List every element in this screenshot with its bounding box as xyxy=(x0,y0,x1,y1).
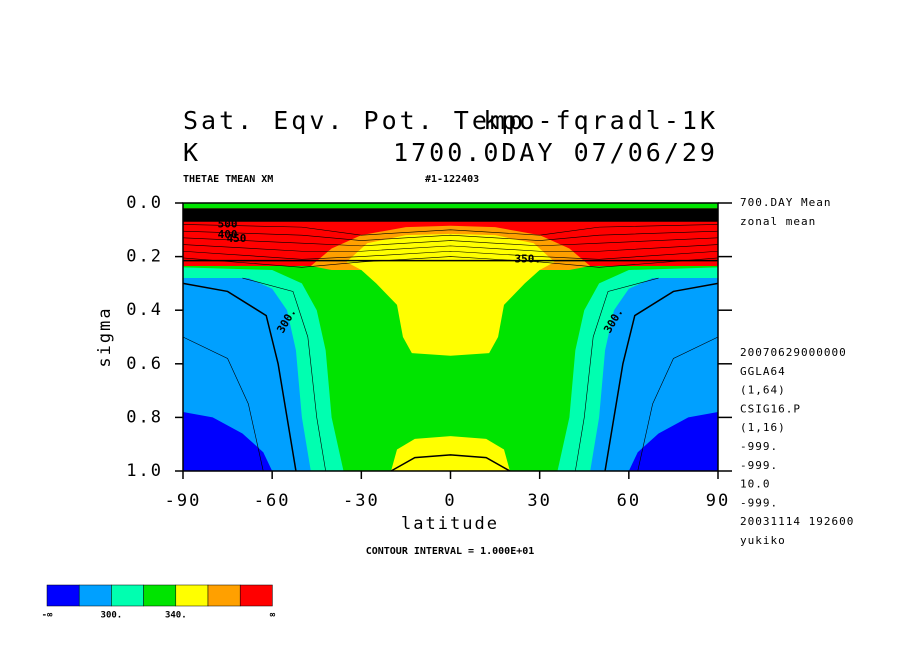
contour-interval: CONTOUR INTERVAL = 1.000E+01 xyxy=(366,546,535,557)
contour-line xyxy=(575,277,659,472)
contour-region xyxy=(183,412,273,471)
x-tick-label: 30 xyxy=(527,491,551,511)
contour-line xyxy=(182,244,719,252)
contour-line xyxy=(182,282,297,472)
side-text: (1,64) xyxy=(740,384,786,397)
contour-line xyxy=(242,277,326,472)
side-text: yukiko xyxy=(740,534,786,547)
side-text: -999. xyxy=(740,459,778,472)
contour-line xyxy=(637,336,719,472)
x-tick-label: 0 xyxy=(444,491,456,511)
contour-label: 500 xyxy=(218,217,238,230)
colorbar-box xyxy=(239,584,273,607)
chart-title-right: kpo-fqradl-1K xyxy=(483,106,718,135)
contour-region xyxy=(628,412,718,471)
contour-line xyxy=(182,250,719,260)
y-tick-label: 0.2 xyxy=(126,247,163,267)
contour-label: 400 xyxy=(218,228,238,241)
run-label: #1-122403 xyxy=(425,174,479,185)
side-text: 20070629000000 xyxy=(740,346,847,359)
colorbar-box xyxy=(78,584,112,607)
colorbar-label: 340. xyxy=(165,611,187,621)
colorbar-box xyxy=(175,584,209,607)
y-axis-label: sigma xyxy=(95,306,115,367)
contour-line xyxy=(182,224,719,236)
colorbar-label: 300. xyxy=(101,611,123,621)
side-text: CSIG16.P xyxy=(740,402,801,415)
chart-subtitle-right: 1700.0DAY 07/06/29 xyxy=(393,138,718,167)
colorbar-box xyxy=(46,584,80,607)
chart-title: Sat. Eqv. Pot. Temp xyxy=(183,106,526,135)
side-text: -999. xyxy=(740,440,778,453)
contour-label: 350. xyxy=(515,252,542,265)
side-text: -999. xyxy=(740,496,778,509)
side-text: 20031114 192600 xyxy=(740,515,854,528)
x-tick-label: -60 xyxy=(254,491,291,511)
y-tick-label: 1.0 xyxy=(126,461,163,481)
contour-line xyxy=(182,230,719,241)
y-tick-label: 0.4 xyxy=(126,300,163,320)
colorbar-label: -∞ xyxy=(42,611,53,621)
contour-line xyxy=(182,256,719,268)
y-tick-label: 0.8 xyxy=(126,407,163,427)
contour-label: 450 xyxy=(227,232,247,245)
x-tick-label: -30 xyxy=(343,491,380,511)
x-axis-label: latitude xyxy=(401,514,499,534)
side-text: 10.0 xyxy=(740,478,771,491)
side-text: 700.DAY Mean xyxy=(740,196,831,209)
side-text: zonal mean xyxy=(740,215,816,228)
contour-line xyxy=(182,237,719,247)
colorbar-box xyxy=(111,584,144,607)
y-tick-label: 0.6 xyxy=(126,354,163,374)
variable-label: THETAE TMEAN XM xyxy=(183,174,273,185)
contour-line xyxy=(390,454,511,472)
x-tick-label: 90 xyxy=(706,491,730,511)
chart-subtitle: K xyxy=(183,138,201,167)
contour-region xyxy=(346,233,555,356)
y-tick-label: 0.0 xyxy=(126,193,163,213)
x-tick-label: 60 xyxy=(617,491,641,511)
contour-line xyxy=(604,282,719,472)
colorbar-box xyxy=(207,584,241,607)
side-text: (1,16) xyxy=(740,421,786,434)
colorbar-label: ∞ xyxy=(270,611,276,621)
colorbar-box xyxy=(143,584,177,607)
side-text: GGLA64 xyxy=(740,365,786,378)
contour-line xyxy=(182,336,264,472)
x-tick-label: -90 xyxy=(165,491,202,511)
contour-region xyxy=(183,208,718,222)
contour-region xyxy=(391,436,510,471)
